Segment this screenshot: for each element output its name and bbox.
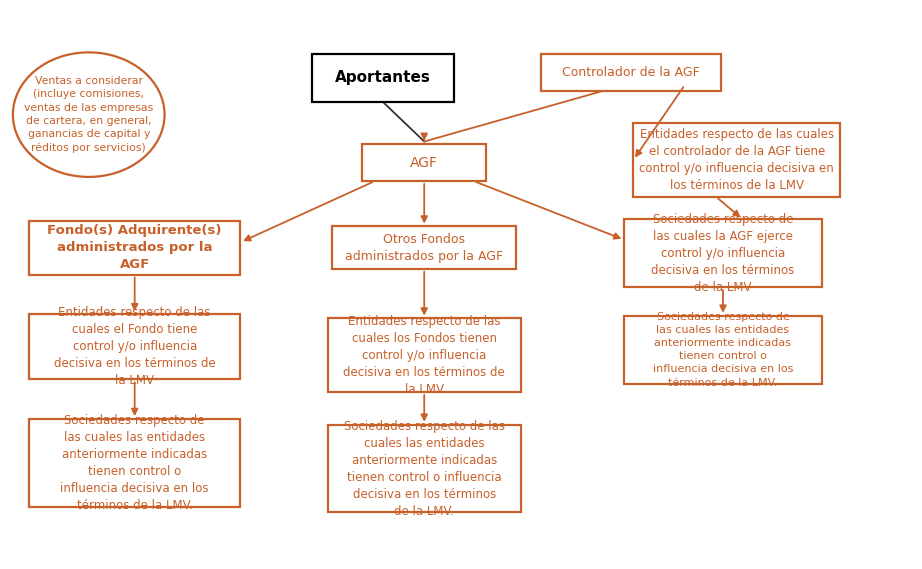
FancyBboxPatch shape	[29, 314, 241, 380]
Text: Entidades respecto de las
cuales el Fondo tiene
control y/o influencia
decisiva : Entidades respecto de las cuales el Fond…	[53, 306, 216, 387]
FancyBboxPatch shape	[29, 419, 241, 507]
Ellipse shape	[13, 52, 164, 177]
Text: Aportantes: Aportantes	[335, 71, 431, 85]
FancyBboxPatch shape	[362, 145, 486, 181]
Text: Ventas a considerar
(incluye comisiones,
ventas de las empresas
de cartera, en g: Ventas a considerar (incluye comisiones,…	[24, 76, 153, 153]
Text: Entidades respecto de las
cuales los Fondos tienen
control y/o influencia
decisi: Entidades respecto de las cuales los Fon…	[343, 315, 505, 396]
FancyBboxPatch shape	[633, 123, 840, 197]
Text: AGF: AGF	[410, 156, 438, 170]
Text: Sociedades respecto de las
cuales las entidades
anteriormente indicadas
tienen c: Sociedades respecto de las cuales las en…	[344, 419, 504, 518]
Text: Sociedades respecto de
las cuales las entidades
anteriormente indicadas
tienen c: Sociedades respecto de las cuales las en…	[653, 312, 793, 387]
FancyBboxPatch shape	[29, 221, 241, 275]
FancyBboxPatch shape	[312, 53, 455, 102]
FancyBboxPatch shape	[332, 226, 516, 269]
Text: Sociedades respecto de
las cuales las entidades
anteriormente indicadas
tienen c: Sociedades respecto de las cuales las en…	[61, 414, 209, 512]
FancyBboxPatch shape	[624, 220, 822, 287]
Text: Fondo(s) Adquirente(s)
administrados por la
AGF: Fondo(s) Adquirente(s) administrados por…	[47, 224, 222, 271]
Text: Otros Fondos
administrados por la AGF: Otros Fondos administrados por la AGF	[345, 233, 503, 263]
Text: Entidades respecto de las cuales
el controlador de la AGF tiene
control y/o infl: Entidades respecto de las cuales el cont…	[639, 128, 834, 192]
FancyBboxPatch shape	[624, 316, 822, 384]
FancyBboxPatch shape	[541, 53, 721, 90]
Text: Sociedades respecto de
las cuales la AGF ejerce
control y/o influencia
decisiva : Sociedades respecto de las cuales la AGF…	[651, 213, 795, 294]
FancyBboxPatch shape	[327, 424, 521, 513]
FancyBboxPatch shape	[327, 319, 521, 392]
Text: Controlador de la AGF: Controlador de la AGF	[562, 65, 700, 79]
